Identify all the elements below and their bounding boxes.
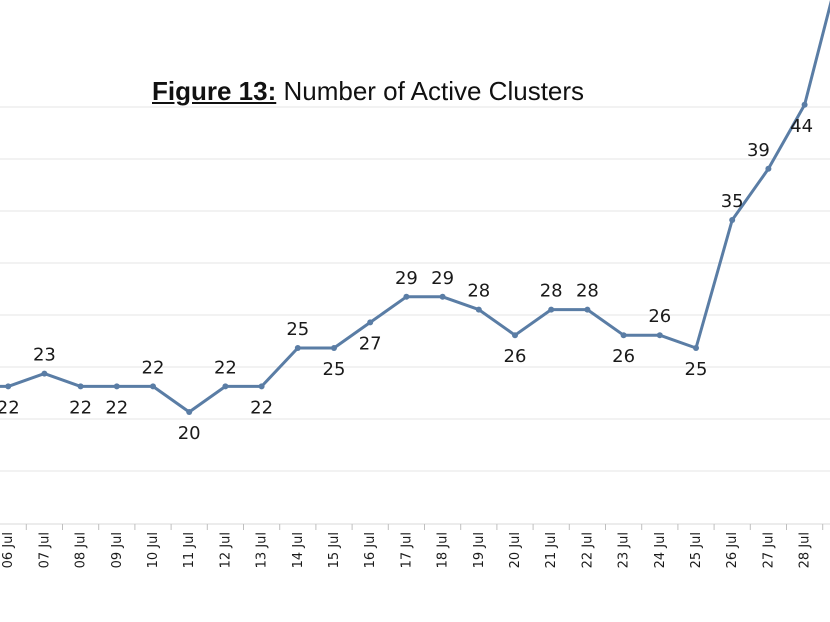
data-point [5,383,12,390]
data-label: 22 [250,397,273,418]
data-label: 26 [612,346,635,367]
data-labels: 22 23 22 22 22 20 22 22 25 25 27 29 29 28 26 28 28 26 26 25… [0,116,813,444]
title-text: Number of Active Clusters [283,76,585,106]
x-tick-label: 14 Jul [291,532,306,568]
x-tick-label: 16 Jul [363,532,378,568]
data-point [186,409,193,415]
x-tick-label: 08 Jul [74,532,89,568]
x-tick-label: 11 Jul [182,532,197,568]
data-point [41,370,48,377]
title-figure-number: Figure 13: [152,76,277,106]
data-label: 26 [504,346,527,367]
data-point [439,293,446,300]
data-label: 25 [286,319,309,340]
x-axis [0,523,830,530]
data-label: 25 [323,359,346,380]
data-point [512,332,518,339]
data-point [367,319,374,326]
x-tick-label: 12 Jul [218,532,233,568]
chart-title: Figure 13: Number of Active Clusters [152,76,584,107]
x-tick-label: 24 Jul [653,532,668,568]
data-point [656,332,663,339]
data-point [77,383,84,390]
x-tick-label: 26 Jul [725,532,740,568]
data-point [475,306,482,313]
x-tick-label: 21 Jul [544,532,559,568]
data-label: 29 [395,268,418,289]
x-tick-label: 27 Jul [761,532,776,568]
series-line [0,0,830,414]
x-tick-label: 07 Jul [37,532,52,568]
data-point [294,345,301,351]
data-label: 27 [359,333,382,354]
data-label: 22 [105,397,128,418]
data-point [729,217,736,223]
x-tick-label: 23 Jul [617,532,632,568]
data-point [331,345,337,351]
data-label: 25 [685,359,708,380]
data-point [693,345,699,351]
data-label: 44 [790,116,813,137]
x-tick-label: 28 Jul [798,532,813,568]
gridlines [0,106,830,472]
data-label: 22 [69,397,92,418]
data-label: 26 [648,306,671,327]
data-point [548,306,555,313]
x-tick-label: 22 Jul [580,532,595,568]
x-tick-label: 20 Jul [508,532,523,568]
x-tick-label: 10 Jul [146,532,161,568]
x-tick-label: 15 Jul [327,532,342,568]
data-point [258,383,265,390]
data-point [222,383,229,390]
x-tick-label: 13 Jul [255,532,270,568]
x-tick-label: 19 Jul [472,532,487,568]
x-tick-labels: 06 Jul 07 Jul 08 Jul 09 Jul 10 Jul 11 Jul 12 J… [1,532,812,568]
x-tick-label: 06 Jul [1,532,16,568]
data-point [765,165,772,172]
x-tick-label: 17 Jul [399,532,414,568]
series-line-group [0,0,830,415]
x-tick-label: 25 Jul [689,532,704,568]
data-label: 22 [142,357,165,378]
data-point [113,383,120,390]
data-label: 29 [431,268,454,289]
data-point [150,383,156,390]
data-label: 20 [178,423,201,444]
data-label: 39 [747,140,770,161]
x-tick-label: 18 Jul [436,532,451,568]
x-tick-label: 09 Jul [110,532,125,568]
data-label: 28 [576,281,599,302]
data-label: 28 [467,281,490,302]
data-label: 22 [214,357,237,378]
data-point [620,332,627,339]
data-label: 22 [0,397,20,418]
data-point [801,101,808,108]
data-label: 35 [721,191,744,212]
data-point [584,306,591,313]
data-label: 28 [540,281,563,302]
data-label: 23 [33,345,56,366]
data-point [403,293,410,300]
